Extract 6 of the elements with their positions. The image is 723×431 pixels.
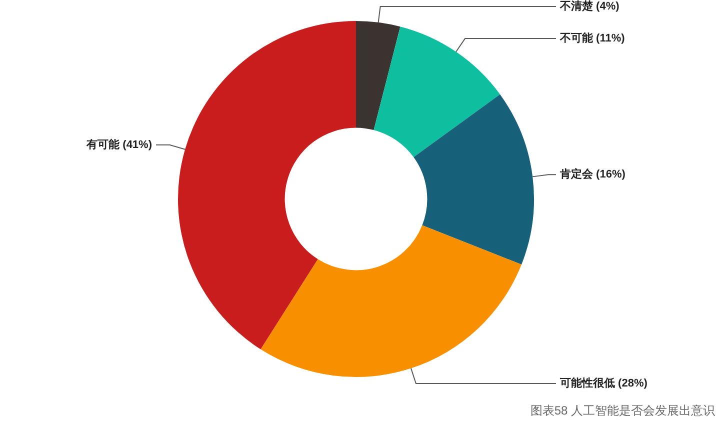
- slice-label: 不可能 (11%): [559, 32, 626, 45]
- slice-label: 有可能 (41%): [86, 138, 152, 151]
- slice-label: 不清楚 (4%): [559, 0, 620, 13]
- text: 图表58 人工智能是否会发展出意识: [530, 403, 715, 418]
- slice-label: 肯定会 (16%): [559, 168, 626, 181]
- slice-label: 可能性很低 (28%): [559, 376, 648, 390]
